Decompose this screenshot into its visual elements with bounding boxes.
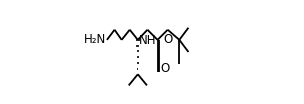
Text: NH: NH <box>139 34 156 47</box>
Text: O: O <box>160 62 169 75</box>
Text: H₂N: H₂N <box>84 33 106 46</box>
Text: O: O <box>163 33 172 46</box>
